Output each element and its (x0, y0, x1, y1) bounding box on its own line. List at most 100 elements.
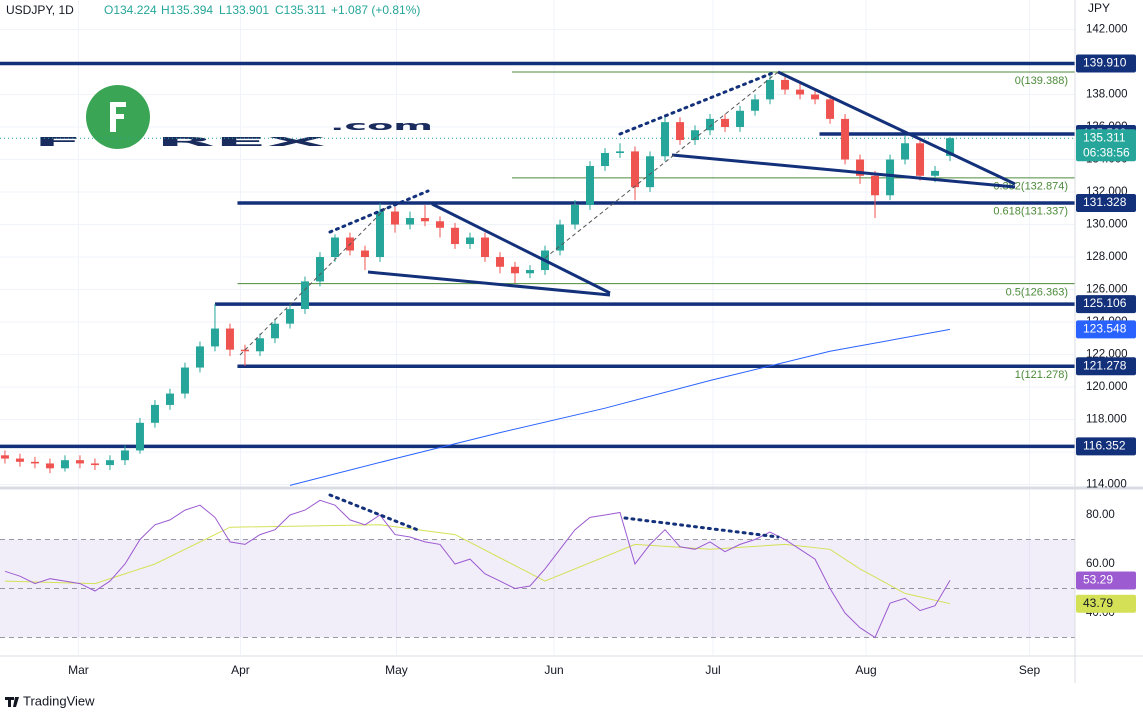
logo-f: F (34, 135, 82, 149)
y-tick-label: 114.000 (1086, 479, 1127, 491)
level-label-box (1076, 54, 1136, 73)
y-tick-label: 126.000 (1086, 284, 1128, 296)
candle-body (826, 99, 835, 119)
candle-body (871, 175, 880, 196)
level-label: 139.910 (1083, 56, 1127, 70)
y-tick-label: 138.000 (1086, 89, 1128, 101)
x-tick-label: Sep (1019, 663, 1041, 677)
x-tick-label: Aug (855, 663, 876, 677)
footer: TradingView (0, 684, 1143, 714)
candle-body (736, 110, 745, 128)
rsi-label: 53.29 (1083, 573, 1113, 587)
header: USDJPY, 1D O134.224 H135.394 L133.901 C1… (6, 3, 420, 17)
candle-body (811, 94, 820, 100)
trendline-dotted (618, 70, 777, 136)
level-label: 121.278 (1083, 358, 1127, 372)
candle-body (510, 266, 519, 274)
rsi-tick-label: 60.00 (1086, 558, 1115, 570)
footer-icon (5, 697, 19, 707)
x-tick-label: May (385, 663, 408, 677)
candle-body (931, 170, 940, 176)
logo-com: .com (330, 119, 433, 133)
candle-body (30, 461, 39, 464)
trendline (671, 153, 1016, 189)
footer-text: TradingView (23, 693, 95, 708)
rsi-trendline (623, 516, 780, 539)
rsi-tick-label: 80.00 (1086, 509, 1115, 521)
candle-body (916, 143, 925, 176)
moving-average (289, 328, 951, 486)
current-price-label-box (1076, 129, 1136, 162)
candle-body (465, 237, 474, 245)
x-tick-label: Jun (544, 663, 563, 677)
y-tick-label: 118.000 (1086, 414, 1127, 426)
logo-rex: REX (156, 135, 331, 149)
fib-label: 1(121.278) (1015, 369, 1068, 381)
candle-body (375, 211, 384, 258)
candle-body (841, 118, 850, 160)
candle-body (480, 237, 489, 258)
candle-body (45, 463, 54, 469)
candle-body (75, 460, 84, 464)
symbol: USDJPY, 1D (6, 3, 74, 17)
rsi-ma-label-box (1076, 594, 1136, 613)
ohlc-open: O134.224 (104, 3, 157, 17)
y-tick-label: 130.000 (1086, 219, 1128, 231)
candle-body (255, 338, 264, 352)
level-label-box (1076, 295, 1136, 314)
candle-body (105, 460, 114, 466)
candle-body (601, 153, 610, 167)
y-tick-label: 120.000 (1086, 381, 1128, 393)
candle-body (60, 460, 69, 469)
x-tick-label: Apr (231, 663, 250, 677)
ohlc-high: H135.394 (161, 3, 213, 17)
current-price-label: 135.311 (1083, 130, 1126, 144)
candle-body (646, 156, 655, 188)
candle-body (676, 122, 685, 141)
candle-body (525, 270, 534, 274)
ma-label: 123.548 (1083, 322, 1127, 336)
candle-body (556, 224, 565, 251)
x-tick-label: Jul (705, 663, 720, 677)
data-layer: 0(139.388)0.382(132.874)0.618(131.337)0.… (0, 61, 1075, 639)
level-label: 116.352 (1083, 439, 1126, 453)
candle-body (796, 89, 805, 95)
current-price-label-countdown: 06:38:56 (1083, 145, 1130, 159)
candle-body (90, 463, 99, 466)
ohlc-change: +1.087 (+0.81%) (331, 3, 420, 17)
level-label-box (1076, 357, 1136, 376)
candle-body (315, 257, 324, 282)
candle-body (135, 422, 144, 451)
candle-body (285, 309, 294, 324)
logo: F REX .com (34, 85, 433, 149)
candle-body (721, 118, 730, 128)
trendlines (239, 70, 1016, 539)
level-label: 125.106 (1083, 296, 1127, 310)
x-tick-label: Mar (68, 663, 89, 677)
rsi-trendline (328, 493, 420, 532)
candle-body (856, 159, 865, 176)
candle-body (390, 211, 399, 225)
level-label-box (1076, 193, 1136, 212)
trendline (777, 70, 1016, 186)
candle-body (766, 79, 775, 100)
rsi-ma-line (4, 524, 951, 605)
logo-o-mark (110, 102, 126, 132)
y-tick-label: 128.000 (1086, 251, 1128, 263)
candle-body (240, 349, 249, 352)
candle-body (616, 151, 625, 154)
fib-trend (544, 71, 779, 259)
fib-label: 0.5(126.363) (1006, 287, 1068, 299)
candle-body (495, 257, 504, 267)
ohlc-low: L133.901 (219, 3, 269, 17)
unit-label: JPY (1088, 1, 1110, 15)
candle-body (631, 151, 640, 188)
rsi-line (4, 499, 951, 639)
candle-body (691, 130, 700, 141)
candle-body (300, 281, 309, 310)
candle-body (330, 237, 339, 258)
candle-body (661, 122, 670, 157)
